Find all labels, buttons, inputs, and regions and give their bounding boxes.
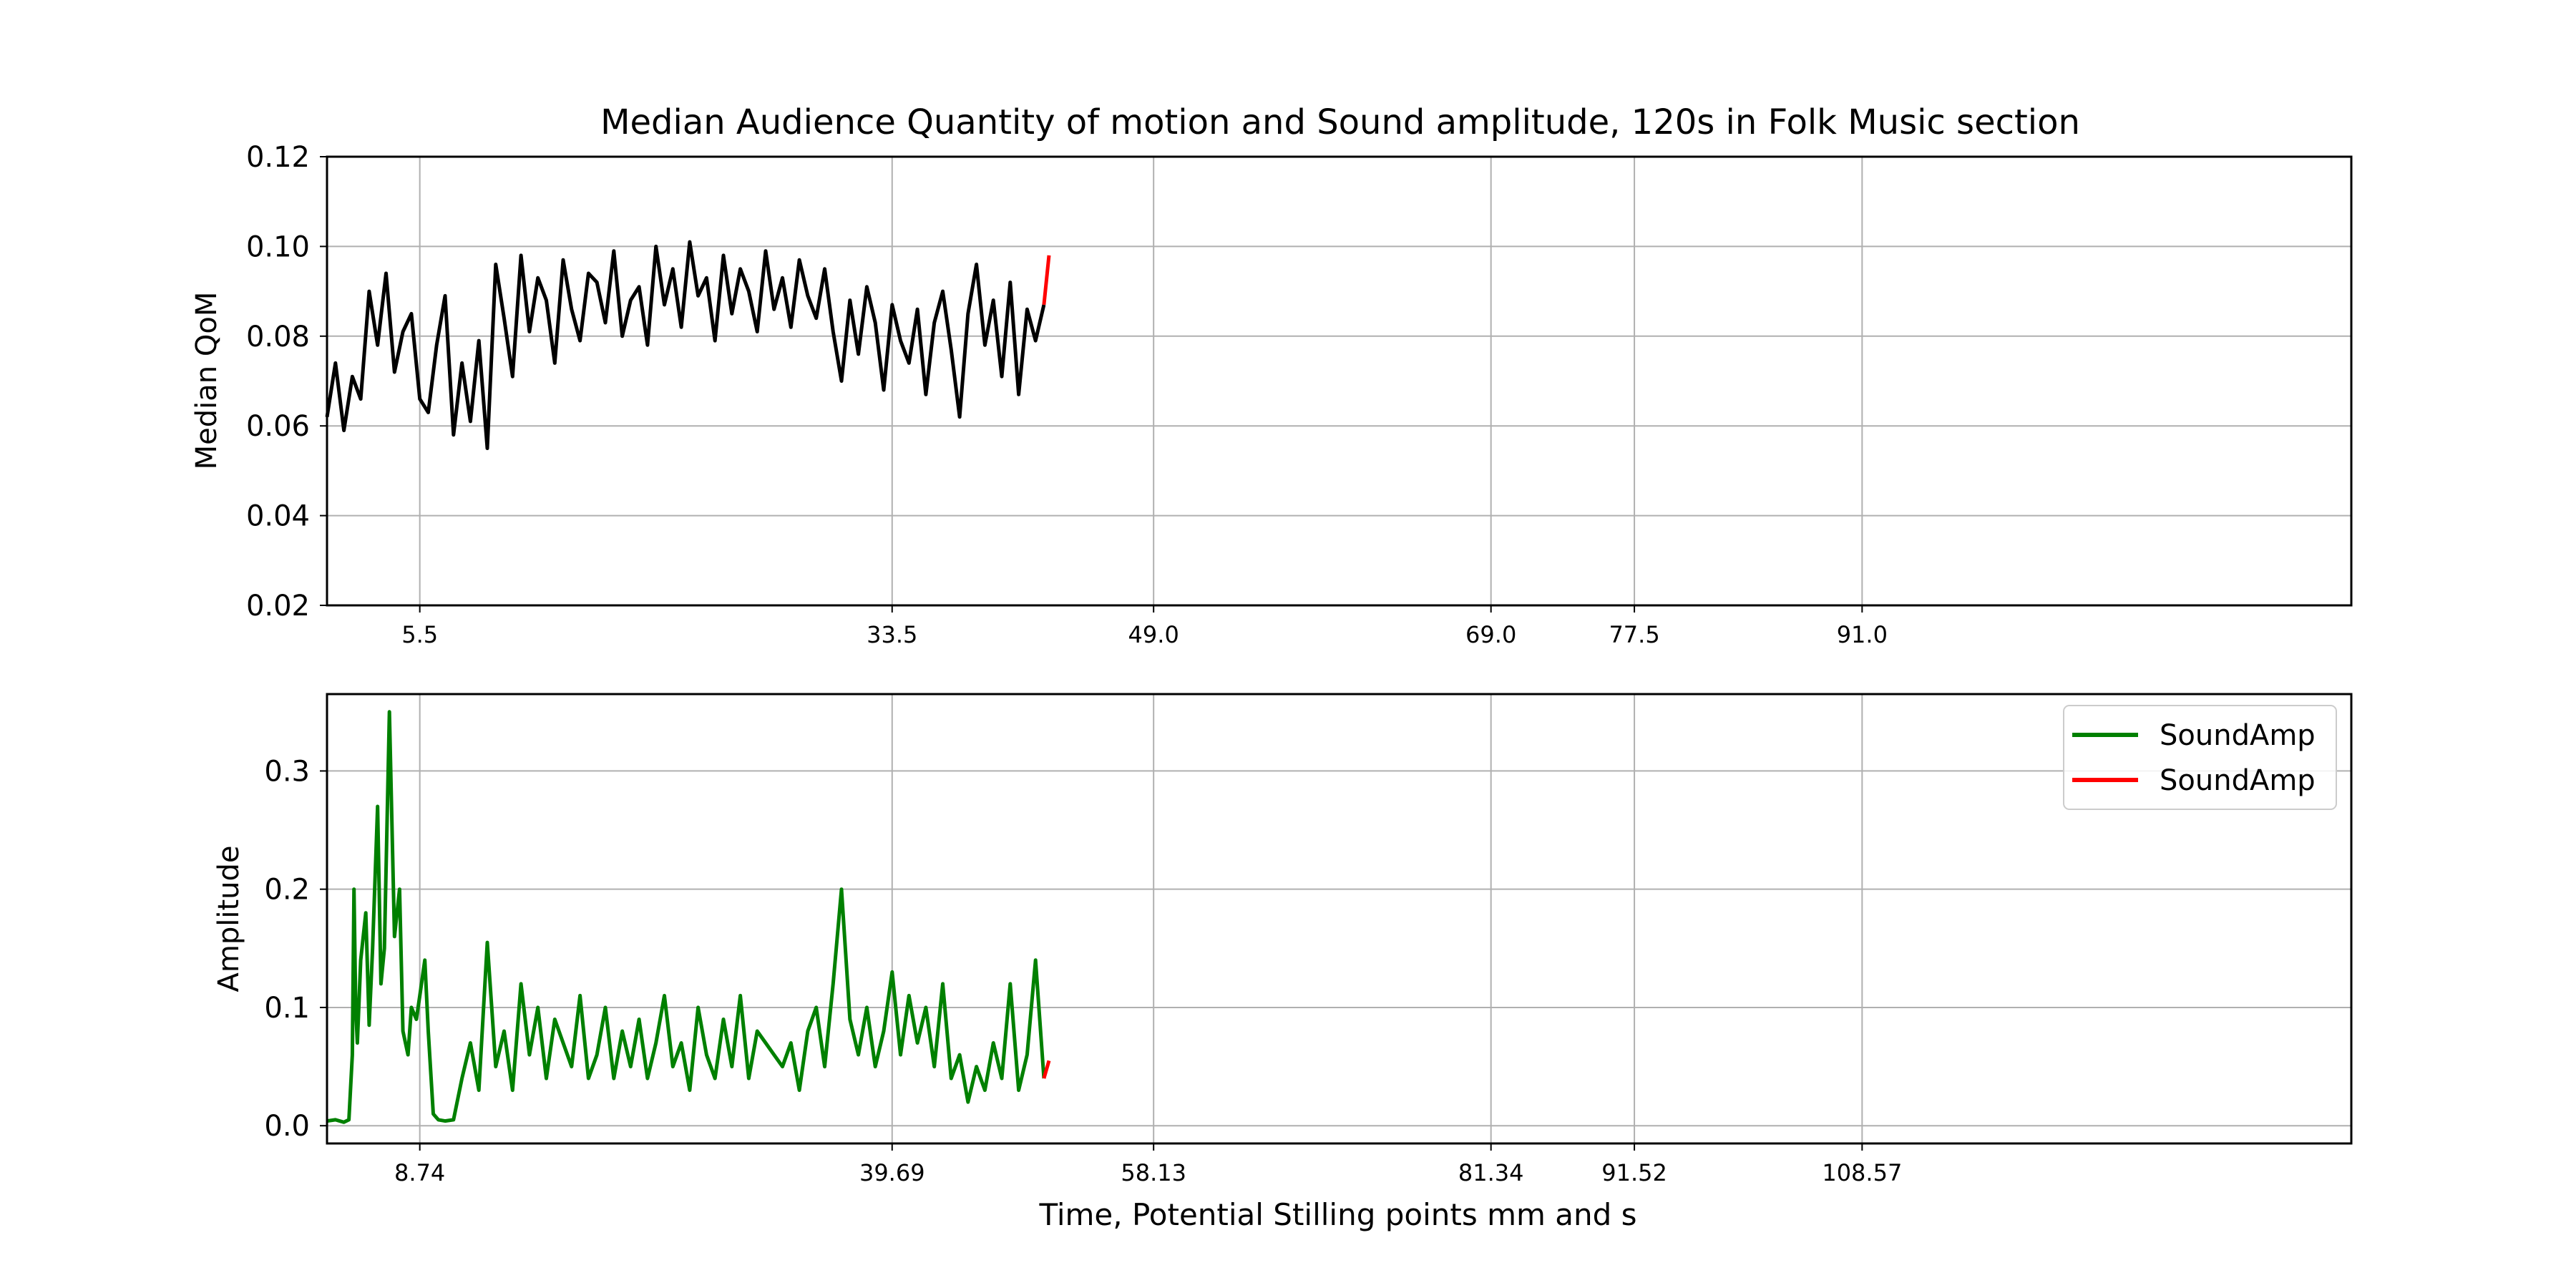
qom-xtick-label: 5.5: [401, 621, 438, 648]
amplitude-ytick-label: 0.3: [264, 755, 310, 788]
amplitude-grid: [327, 694, 2351, 1143]
amplitude-ytick-label: 0.0: [264, 1110, 310, 1143]
qom-ylabel: Median QoM: [190, 292, 223, 470]
amplitude-xtick-label: 108.57: [1822, 1159, 1902, 1186]
qom-series-lines: [325, 240, 1051, 450]
amplitude-xtick-label: 81.34: [1458, 1159, 1524, 1186]
amplitude-ylabel: Amplitude: [213, 846, 245, 992]
amplitude-ytick-label: 0.2: [264, 874, 310, 907]
qom-xtick-label: 91.0: [1837, 621, 1888, 648]
legend-label-green: SoundAmp: [2160, 719, 2316, 752]
qom-ytick-label: 0.06: [246, 410, 310, 443]
qom-ytick-label: 0.02: [246, 590, 310, 623]
qom-series-line-1: [1042, 255, 1051, 306]
qom-ytick-label: 0.10: [246, 230, 310, 263]
amplitude-ytick-label: 0.1: [264, 992, 310, 1025]
legend-box: [2063, 705, 2337, 810]
amplitude-xtick-label: 58.13: [1121, 1159, 1186, 1186]
amplitude-xtick-label: 91.52: [1601, 1159, 1667, 1186]
qom-ytick-label: 0.04: [246, 500, 310, 533]
qom-xtick-label: 77.5: [1609, 621, 1659, 648]
qom-ytick-label: 0.12: [246, 141, 310, 174]
qom-axes-frame: [326, 155, 2353, 607]
amplitude-series-line-1: [1042, 1060, 1051, 1079]
amplitude-xtick-label: 8.74: [394, 1159, 445, 1186]
qom-ytick-label: 0.08: [246, 321, 310, 353]
amplitude-series-lines: [326, 710, 1051, 1124]
amplitude-axes-frame: [326, 693, 2353, 1145]
qom-ticks: 5.5 33.5 49.0 69.0 77.5 91.0 0.02 0.04 0.06 0.08 0…: [246, 141, 1888, 648]
figure-title: Median Audience Quantity of motion and S…: [600, 102, 2080, 142]
amplitude-xlabel: Time, Potential Stilling points mm and s: [1038, 1197, 1636, 1232]
amplitude-ticks: 8.74 39.69 58.13 81.34 91.52 108.57 0.0 0.1 0.2 0…: [264, 755, 1902, 1186]
qom-series-line-0: [325, 240, 1046, 450]
qom-subplot: 5.5 33.5 49.0 69.0 77.5 91.0 0.02 0.04 0.06 0.08 0…: [190, 141, 2353, 648]
qom-xtick-label: 49.0: [1128, 621, 1179, 648]
amplitude-xtick-label: 39.69: [859, 1159, 925, 1186]
amplitude-subplot: 8.74 39.69 58.13 81.34 91.52 108.57 0.0 0.1 0.2 0…: [213, 693, 2353, 1232]
legend: SoundAmp SoundAmp: [2063, 705, 2337, 810]
qom-xtick-label: 69.0: [1465, 621, 1516, 648]
legend-label-red: SoundAmp: [2160, 764, 2316, 797]
amplitude-series-line-0: [326, 710, 1046, 1124]
qom-xtick-label: 33.5: [867, 621, 917, 648]
